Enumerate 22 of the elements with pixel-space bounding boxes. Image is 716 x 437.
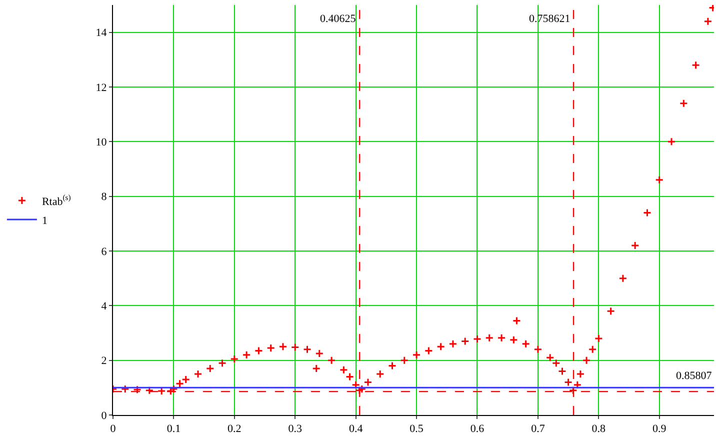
legend-label: Rtab$^{(s)}$ <box>42 193 72 208</box>
ref-line-label: 0.40625 <box>320 13 356 25</box>
x-tick-label: 0.9 <box>652 423 667 436</box>
legend-label: 1 <box>42 214 48 227</box>
y-tick-label: 8 <box>101 191 108 204</box>
x-tick-label: 0 <box>110 423 116 436</box>
y-tick-label: 0 <box>101 410 108 422</box>
x-tick-label: 0.4 <box>348 423 364 436</box>
y-tick-label: 10 <box>96 136 108 149</box>
x-tick-label: 0.8 <box>592 423 606 436</box>
y-tick-label: 2 <box>101 355 107 368</box>
y-tick-label: 4 <box>101 300 108 313</box>
x-tick-label: 0.2 <box>228 423 242 436</box>
y-tick-label: 14 <box>96 27 108 40</box>
y-tick-label: 6 <box>101 246 108 258</box>
x-tick-label: 0.1 <box>166 423 181 436</box>
x-tick-label: 0.5 <box>410 423 424 436</box>
x-tick-label: 0.3 <box>288 423 302 436</box>
x-tick-label: 0.7 <box>531 423 546 436</box>
ref-line-label: 0.85807 <box>676 370 712 382</box>
y-tick-label: 12 <box>96 82 107 94</box>
x-tick-label: 0.6 <box>470 423 485 436</box>
